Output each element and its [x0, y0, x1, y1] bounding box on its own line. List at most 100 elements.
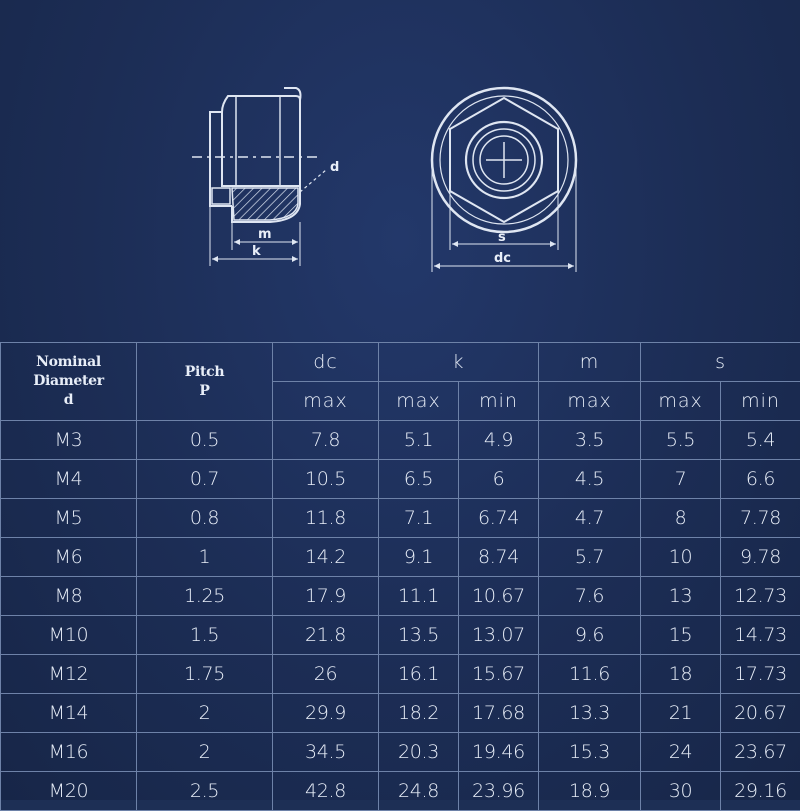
cell-m-max: 7.6 [539, 577, 641, 616]
cell-k-max: 7.1 [379, 499, 459, 538]
cell-k-min: 6.74 [459, 499, 539, 538]
cell-k-min: 8.74 [459, 538, 539, 577]
cell-k-max: 18.2 [379, 694, 459, 733]
cell-k-max: 9.1 [379, 538, 459, 577]
cell-s-min: 6.6 [721, 460, 800, 499]
cell-s-max: 5.5 [641, 421, 721, 460]
cell-k-max: 24.8 [379, 772, 459, 811]
cell-pitch-p: 2 [137, 694, 273, 733]
cell-m-max: 4.7 [539, 499, 641, 538]
cell-k-min: 4.9 [459, 421, 539, 460]
cell-dc-max: 11.8 [273, 499, 379, 538]
dim-label-s: s [498, 230, 506, 245]
header-nominal-diameter: Nominal Diameter d [1, 343, 137, 421]
header-group-m: m [539, 343, 641, 382]
dim-label-dc: dc [494, 251, 511, 266]
header-pitch-line-2: P [137, 382, 272, 401]
subheader-s-min: min [721, 382, 800, 421]
header-group-k: k [379, 343, 539, 382]
cell-k-min: 10.67 [459, 577, 539, 616]
cell-dc-max: 21.8 [273, 616, 379, 655]
cell-pitch-p: 1.75 [137, 655, 273, 694]
cell-nominal-d: M5 [1, 499, 137, 538]
dim-label-d: d [330, 160, 339, 175]
dim-label-k: k [252, 244, 261, 259]
cell-pitch-p: 0.5 [137, 421, 273, 460]
cell-dc-max: 34.5 [273, 733, 379, 772]
cell-s-min: 9.78 [721, 538, 800, 577]
cell-nominal-d: M20 [1, 772, 137, 811]
cell-s-max: 13 [641, 577, 721, 616]
cell-s-max: 24 [641, 733, 721, 772]
cell-k-min: 19.46 [459, 733, 539, 772]
cell-k-min: 23.96 [459, 772, 539, 811]
cell-dc-max: 17.9 [273, 577, 379, 616]
cell-nominal-d: M8 [1, 577, 137, 616]
cell-nominal-d: M3 [1, 421, 137, 460]
cell-nominal-d: M14 [1, 694, 137, 733]
subheader-m-max: max [539, 382, 641, 421]
dim-label-m: m [258, 227, 272, 242]
cell-nominal-d: M16 [1, 733, 137, 772]
header-pitch-line-1: Pitch [137, 363, 272, 382]
subheader-k-max: max [379, 382, 459, 421]
header-group-s: s [641, 343, 800, 382]
cell-s-min: 23.67 [721, 733, 800, 772]
header-row-1: Nominal Diameter d Pitch P dc k m s [1, 343, 800, 382]
cell-s-max: 18 [641, 655, 721, 694]
cell-s-max: 30 [641, 772, 721, 811]
cell-s-max: 21 [641, 694, 721, 733]
nut-drawing-svg [0, 0, 800, 342]
cell-m-max: 4.5 [539, 460, 641, 499]
cell-s-max: 7 [641, 460, 721, 499]
cell-m-max: 3.5 [539, 421, 641, 460]
technical-drawing: d m k s dc [0, 0, 800, 342]
cell-nominal-d: M12 [1, 655, 137, 694]
cell-k-max: 6.5 [379, 460, 459, 499]
specification-table: Nominal Diameter d Pitch P dc k m s max … [0, 342, 800, 811]
cell-s-max: 10 [641, 538, 721, 577]
subheader-dc-max: max [273, 382, 379, 421]
cell-nominal-d: M6 [1, 538, 137, 577]
cell-s-max: 15 [641, 616, 721, 655]
subheader-s-max: max [641, 382, 721, 421]
cell-dc-max: 10.5 [273, 460, 379, 499]
header-pitch: Pitch P [137, 343, 273, 421]
cell-pitch-p: 1.5 [137, 616, 273, 655]
cell-dc-max: 7.8 [273, 421, 379, 460]
cell-s-min: 17.73 [721, 655, 800, 694]
cell-s-min: 5.4 [721, 421, 800, 460]
cell-dc-max: 14.2 [273, 538, 379, 577]
cell-k-max: 5.1 [379, 421, 459, 460]
cell-s-max: 8 [641, 499, 721, 538]
cell-m-max: 11.6 [539, 655, 641, 694]
cell-pitch-p: 0.8 [137, 499, 273, 538]
cell-pitch-p: 2 [137, 733, 273, 772]
header-group-dc: dc [273, 343, 379, 382]
cell-s-min: 12.73 [721, 577, 800, 616]
header-nominal-line-3: d [1, 391, 136, 410]
cell-k-max: 11.1 [379, 577, 459, 616]
subheader-k-min: min [459, 382, 539, 421]
cell-s-min: 20.67 [721, 694, 800, 733]
cell-k-min: 6 [459, 460, 539, 499]
header-nominal-line-2: Diameter [1, 372, 136, 391]
cell-m-max: 18.9 [539, 772, 641, 811]
header-nominal-line-1: Nominal [1, 353, 136, 372]
cell-k-min: 15.67 [459, 655, 539, 694]
cell-dc-max: 29.9 [273, 694, 379, 733]
cell-s-min: 7.78 [721, 499, 800, 538]
cell-pitch-p: 1.25 [137, 577, 273, 616]
cell-nominal-d: M10 [1, 616, 137, 655]
cell-k-min: 17.68 [459, 694, 539, 733]
cell-pitch-p: 2.5 [137, 772, 273, 811]
